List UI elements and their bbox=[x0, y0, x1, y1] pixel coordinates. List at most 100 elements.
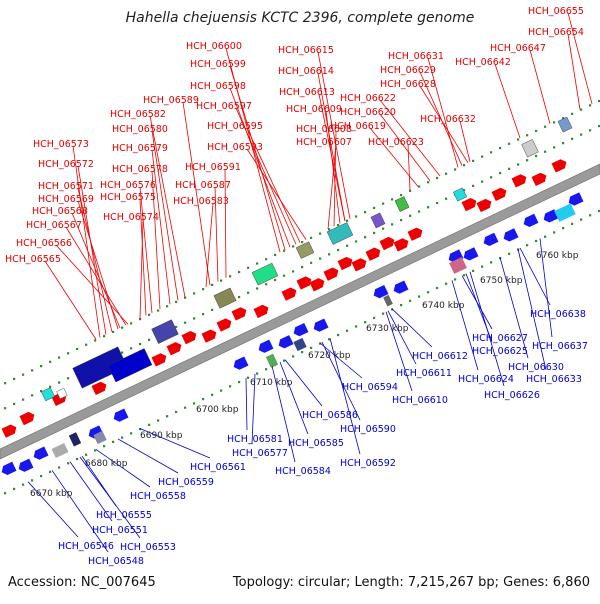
label-leader-line bbox=[317, 51, 351, 219]
top-tick-row bbox=[247, 291, 250, 294]
bottom-tick-row bbox=[148, 423, 151, 426]
top-tick-row bbox=[175, 300, 178, 304]
top-tick-row bbox=[418, 210, 421, 213]
forward-gene-arrow bbox=[461, 197, 477, 212]
top-tick-row bbox=[49, 360, 52, 363]
label-leader-line bbox=[387, 310, 417, 365]
gene-label-top: HCH_06614 bbox=[278, 66, 334, 77]
gene-label-top: HCH_06576 bbox=[100, 180, 156, 191]
top-tick-row bbox=[355, 215, 358, 218]
top-tick-row bbox=[481, 180, 484, 183]
bottom-tick-row bbox=[355, 325, 358, 328]
bottom-tick-row bbox=[373, 316, 376, 320]
gene-label-bottom: HCH_06577 bbox=[232, 448, 288, 459]
top-tick-row bbox=[256, 287, 259, 290]
top-tick-row bbox=[535, 129, 538, 133]
bottom-tick-row bbox=[166, 415, 169, 418]
top-tick-row bbox=[130, 322, 133, 325]
kbp-tick-label: 6690 kbp bbox=[140, 431, 183, 441]
top-tick-row bbox=[517, 163, 520, 166]
reverse-gene-arrow bbox=[18, 458, 34, 472]
top-tick-row bbox=[247, 266, 250, 269]
gene-label-top: HCH_06565 bbox=[5, 254, 61, 265]
bottom-tick-row bbox=[481, 265, 484, 268]
reverse-gene-arrow bbox=[293, 322, 309, 337]
bottom-tick-row bbox=[562, 227, 565, 230]
top-tick-row bbox=[175, 325, 178, 329]
label-leader-line bbox=[51, 470, 109, 553]
top-tick-row bbox=[319, 257, 322, 260]
gene-label-top: HCH_06575 bbox=[100, 192, 156, 203]
label-leader-line bbox=[182, 101, 211, 286]
top-tick-row bbox=[535, 154, 538, 158]
forward-gene-arrow bbox=[231, 307, 247, 321]
forward-gene-block bbox=[41, 387, 55, 402]
gene-label-top: HCH_06571 bbox=[38, 181, 94, 192]
label-leader-line bbox=[519, 247, 551, 306]
bottom-tick-row bbox=[382, 312, 385, 315]
gene-label-top: HCH_06578 bbox=[112, 164, 168, 175]
bottom-tick-row bbox=[580, 218, 583, 221]
top-tick-row bbox=[148, 313, 151, 316]
top-tick-row bbox=[580, 133, 583, 136]
bottom-tick-row bbox=[598, 209, 600, 213]
label-leader-line bbox=[235, 107, 297, 245]
top-tick-row bbox=[337, 248, 340, 252]
gene-label-top: HCH_06623 bbox=[368, 137, 424, 148]
top-tick-row bbox=[220, 279, 223, 282]
forward-gene-arrow bbox=[216, 318, 232, 332]
reverse-gene-arrow bbox=[483, 232, 499, 247]
top-tick-row bbox=[526, 159, 529, 162]
bottom-tick-row bbox=[535, 239, 538, 243]
gene-label-top: HCH_06591 bbox=[185, 162, 241, 173]
top-tick-row bbox=[328, 228, 331, 231]
top-tick-row bbox=[499, 171, 502, 175]
gene-label-bottom: HCH_06586 bbox=[302, 410, 358, 421]
top-tick-row bbox=[553, 121, 556, 124]
top-tick-row bbox=[94, 339, 97, 342]
top-tick-row bbox=[571, 112, 574, 115]
gene-label-bottom: HCH_06592 bbox=[340, 458, 396, 469]
top-tick-row bbox=[589, 104, 592, 107]
gene-label-bottom: HCH_06581 bbox=[227, 434, 283, 445]
forward-gene-block bbox=[326, 222, 354, 245]
top-tick-row bbox=[346, 219, 349, 222]
bottom-tick-row bbox=[58, 466, 61, 469]
gene-label-top: HCH_06589 bbox=[143, 95, 199, 106]
forward-gene-arrow bbox=[201, 329, 217, 343]
genome-title: Hahella chejuensis KCTC 2396, complete g… bbox=[125, 10, 475, 26]
chromosome-backbone bbox=[0, 163, 600, 460]
label-leader-line bbox=[229, 87, 291, 248]
forward-gene-block bbox=[107, 348, 153, 383]
top-tick-row bbox=[202, 313, 205, 316]
reverse-gene-arrow bbox=[258, 339, 274, 353]
top-tick-row bbox=[526, 134, 529, 137]
top-tick-row bbox=[490, 151, 493, 154]
top-tick-row bbox=[166, 305, 169, 308]
label-leader-line bbox=[139, 218, 144, 319]
top-tick-row bbox=[571, 137, 574, 140]
top-tick-row bbox=[157, 309, 160, 312]
top-tick-row bbox=[292, 270, 295, 273]
label-leader-line bbox=[325, 110, 341, 224]
label-leader-line bbox=[427, 57, 459, 168]
reverse-gene-arrow bbox=[373, 284, 389, 299]
top-tick-row bbox=[31, 394, 34, 397]
reverse-gene-arrow bbox=[1, 461, 17, 476]
gene-label-bottom: HCH_06610 bbox=[392, 395, 448, 406]
label-leader-line bbox=[72, 145, 101, 338]
top-tick-row bbox=[310, 236, 313, 239]
top-tick-row bbox=[436, 176, 439, 180]
label-leader-line bbox=[151, 149, 171, 305]
forward-gene-arrow bbox=[323, 267, 339, 281]
reverse-gene-block bbox=[383, 294, 393, 307]
label-leader-line bbox=[271, 365, 296, 463]
gene-label-top: HCH_06587 bbox=[175, 180, 231, 191]
top-tick-row bbox=[454, 168, 457, 171]
gene-label-bottom: HCH_06584 bbox=[275, 466, 331, 477]
bottom-tick-row bbox=[40, 475, 43, 478]
bottom-tick-row bbox=[139, 427, 142, 431]
label-leader-line bbox=[469, 271, 505, 387]
forward-gene-arrow bbox=[379, 236, 395, 251]
